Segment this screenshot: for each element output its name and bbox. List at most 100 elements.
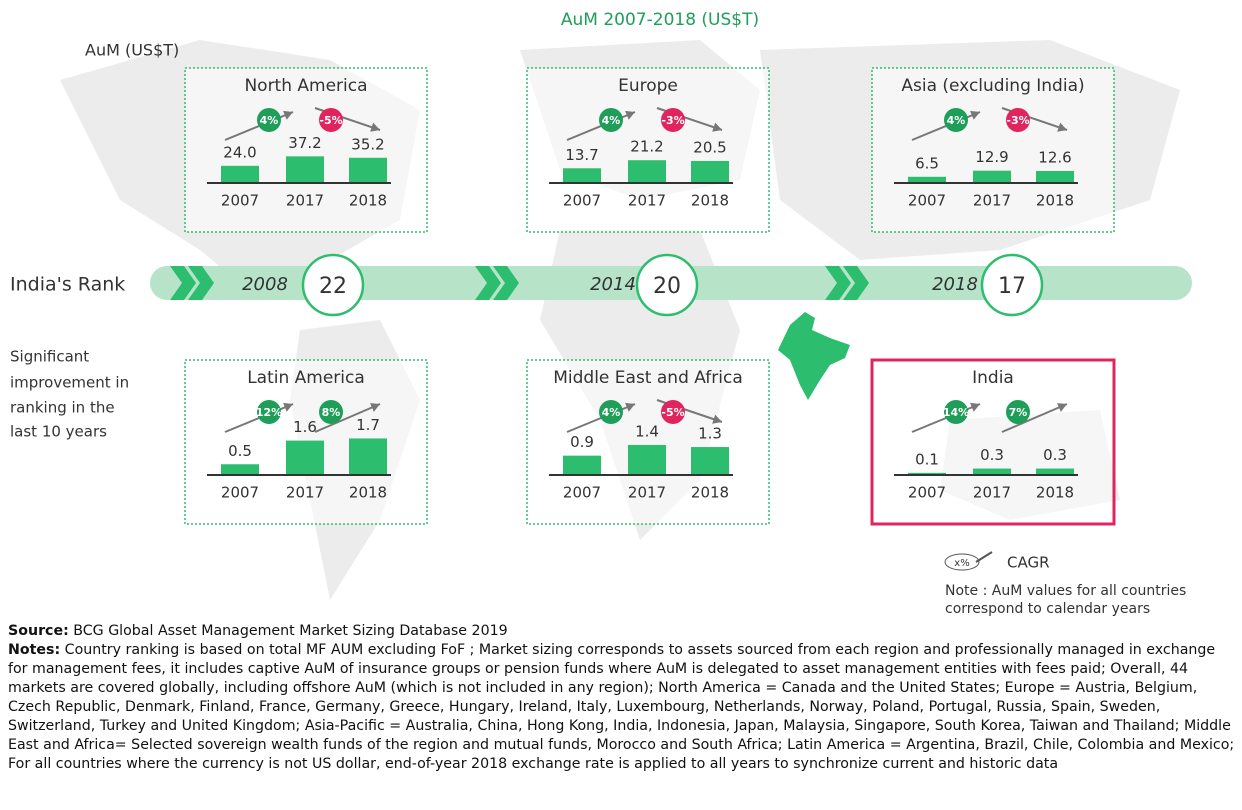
value-label: 6.5	[915, 154, 939, 172]
footer: Source: BCG Global Asset Management Mark…	[8, 622, 1238, 774]
x-tick-label: 2017	[628, 484, 666, 502]
x-tick-label: 2017	[286, 484, 324, 502]
cagr-arrowhead	[970, 402, 980, 412]
rank-value: 22	[319, 274, 347, 299]
cagr-label: -5%	[661, 406, 684, 419]
cagr-label: 12%	[256, 406, 282, 419]
x-tick-label: 2007	[221, 192, 259, 210]
rank-value: 17	[998, 274, 1026, 299]
chart-title: Europe	[618, 76, 678, 96]
value-label: 0.3	[1043, 446, 1067, 464]
chart-title: Asia (excluding India)	[901, 76, 1084, 96]
x-tick-label: 2018	[691, 192, 729, 210]
chart-box	[184, 67, 428, 233]
cagr-arrowhead	[283, 402, 293, 412]
value-label: 13.7	[565, 146, 598, 164]
rank-circle	[635, 253, 699, 317]
legend-arrow	[975, 551, 993, 563]
axis-label: AuM (US$T)	[85, 41, 179, 60]
value-label: 21.2	[630, 138, 663, 156]
value-label: 1.6	[293, 418, 317, 436]
cagr-arrowhead	[370, 403, 380, 412]
value-label: 12.9	[975, 148, 1008, 166]
chart-box	[870, 358, 1116, 526]
cagr-label: 4%	[602, 406, 621, 419]
chart-title: India	[972, 368, 1014, 388]
value-label: 1.3	[698, 425, 722, 443]
legend-symbol-text: x%	[954, 558, 969, 569]
cagr-label: 4%	[260, 114, 279, 127]
x-tick-label: 2007	[563, 484, 601, 502]
cagr-label: -3%	[1006, 114, 1029, 127]
cagr-arrow	[1001, 403, 1068, 433]
x-tick-label: 2017	[973, 484, 1011, 502]
rank-label: India's Rank	[10, 274, 125, 296]
chart-box	[526, 359, 770, 525]
bar	[221, 464, 259, 475]
cagr-label: 4%	[602, 114, 621, 127]
note: correspond to calendar years	[945, 601, 1150, 617]
chart-box	[526, 67, 770, 233]
cagr-label: 8%	[322, 406, 341, 419]
cagr-badge	[257, 108, 281, 132]
x-tick-label: 2017	[973, 192, 1011, 210]
cagr-arrowhead	[625, 402, 635, 412]
cagr-arrowhead	[712, 414, 722, 424]
bar	[286, 440, 324, 475]
bar	[286, 156, 324, 183]
cagr-arrowhead	[283, 110, 293, 120]
title: AuM 2007-2018 (US$T)	[561, 10, 759, 30]
value-label: 0.1	[915, 450, 939, 468]
cagr-badge	[599, 400, 623, 424]
cagr-label: -3%	[661, 114, 684, 127]
cagr-arrowhead	[1057, 403, 1067, 412]
chevron	[170, 266, 196, 300]
bar	[628, 444, 666, 475]
rank-circle	[301, 253, 365, 317]
x-tick-label: 2018	[349, 484, 387, 502]
cagr-badge	[944, 400, 968, 424]
cagr-arrowhead	[370, 122, 380, 132]
bar	[973, 170, 1011, 183]
notes: Notes: Country ranking is based on total…	[8, 641, 1238, 774]
cagr-arrowhead	[625, 110, 635, 120]
chevron	[825, 266, 851, 300]
x-tick-label: 2018	[349, 192, 387, 210]
bar	[628, 160, 666, 183]
bar	[563, 168, 601, 183]
value-label: 0.3	[980, 446, 1004, 464]
x-tick-label: 2017	[628, 192, 666, 210]
bar	[908, 176, 946, 183]
bar	[1036, 468, 1074, 475]
bar	[691, 447, 729, 475]
cagr-badge	[1006, 108, 1030, 132]
legend-symbol	[944, 553, 980, 571]
notes-label: Notes:	[8, 642, 61, 658]
x-tick-label: 2018	[691, 484, 729, 502]
value-label: 35.2	[351, 135, 384, 153]
india-map	[778, 312, 850, 400]
rank-circle	[980, 253, 1044, 317]
chart-title: Middle East and Africa	[553, 368, 743, 388]
bar	[973, 468, 1011, 475]
x-tick-label: 2007	[563, 192, 601, 210]
bar	[691, 160, 729, 183]
cagr-arrowhead	[712, 122, 722, 132]
chevron	[475, 266, 501, 300]
cagr-badge	[661, 108, 685, 132]
rank-year: 2018	[932, 274, 978, 295]
x-tick-label: 2007	[908, 484, 946, 502]
source: Source: BCG Global Asset Management Mark…	[8, 622, 1238, 641]
side-note: improvement in	[10, 374, 129, 392]
notes-text: Country ranking is based on total MF AUM…	[8, 642, 1235, 772]
cagr-badge	[661, 400, 685, 424]
cagr-badge	[319, 108, 343, 132]
value-label: 0.5	[228, 442, 252, 460]
bar	[1036, 170, 1074, 183]
cagr-label: 14%	[943, 406, 969, 419]
chart-box	[871, 67, 1115, 233]
rank-value: 20	[653, 274, 681, 299]
cagr-badge	[1006, 400, 1030, 424]
x-tick-label: 2007	[908, 192, 946, 210]
